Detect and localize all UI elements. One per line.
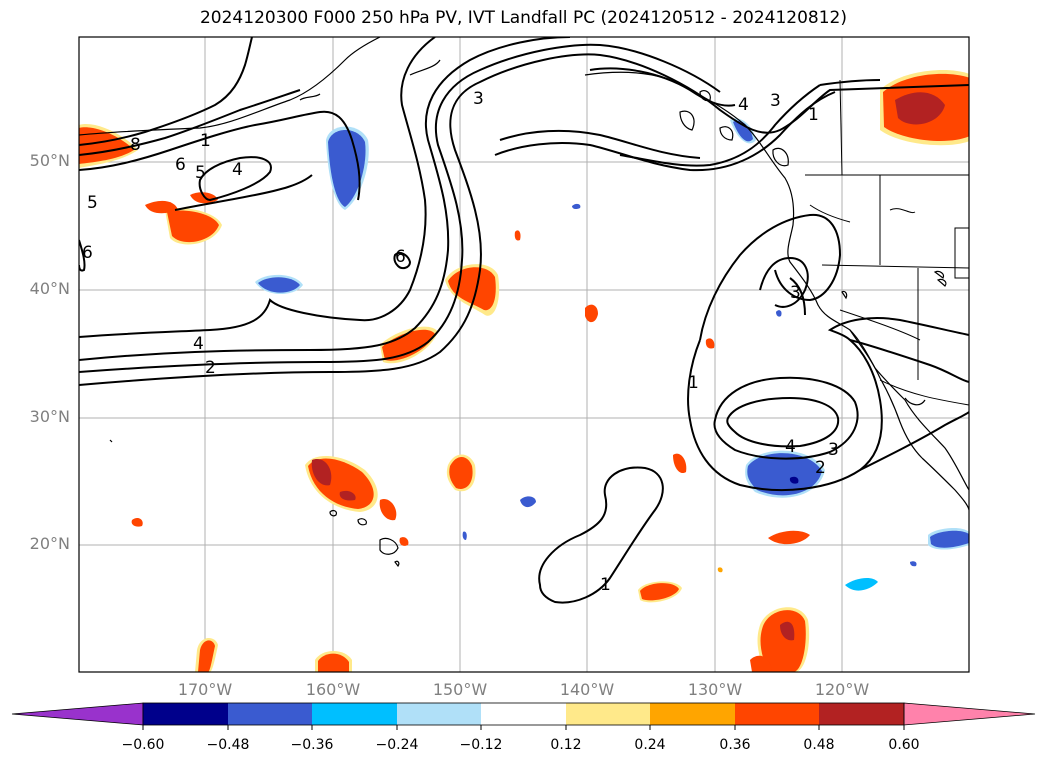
colorbar-bin-6 [566, 703, 650, 725]
contour-label-3-coast: 3 [790, 283, 801, 303]
contour-label-1-ne: 1 [808, 105, 819, 125]
colorbar-tick-label: −0.12 [459, 737, 503, 753]
colorbar-tick-label: −0.60 [121, 737, 165, 753]
grid-lines [79, 37, 969, 672]
contour-label-2-west: 2 [205, 358, 216, 378]
lon-label-160w: 160°W [305, 680, 361, 699]
pv-contours [79, 37, 969, 604]
map-area [79, 37, 969, 672]
lat-label-40n: 40°N [29, 279, 70, 298]
contour-label-3-ne: 3 [770, 91, 781, 111]
colorbar-tick-label: −0.48 [206, 737, 250, 753]
map-frame [78, 36, 970, 673]
contour-label-6-central: 6 [395, 247, 406, 267]
lon-label-150w: 150°W [432, 680, 488, 699]
contour-label-1-east: 1 [688, 373, 699, 393]
colorbar-tick-label: 0.24 [634, 737, 666, 753]
contour-label-5-w: 5 [87, 193, 98, 213]
contour-label-1-nw: 1 [200, 131, 211, 151]
colorbar-bin-9 [819, 703, 904, 725]
lon-label-140w: 140°W [559, 680, 615, 699]
colorbar-extend-high [903, 702, 1036, 726]
colorbar-tick-label: −0.24 [375, 737, 419, 753]
contour-label-3-north: 3 [473, 89, 484, 109]
colorbar-bin-1 [143, 703, 228, 725]
contour-labels: 8 1 6 5 4 5 6 6 4 2 3 4 3 1 3 1 4 3 2 1 [82, 89, 839, 595]
colorbar-bin-3 [312, 703, 397, 725]
lat-label-20n: 20°N [29, 534, 70, 553]
colorbar-extend-low [11, 702, 144, 726]
contour-label-4-nw: 4 [232, 160, 243, 180]
map-title: 2024120300 F000 250 hPa PV, IVT Landfall… [199, 8, 847, 28]
contour-label-4-west: 4 [193, 334, 204, 354]
colorbar-tick-label: 0.60 [888, 737, 920, 753]
contour-label-1-south: 1 [600, 575, 611, 595]
colorbar-bin-4 [397, 703, 481, 725]
negative-anomalies [255, 118, 969, 591]
colorbar [11, 702, 1036, 730]
colorbar-tick-label: 0.12 [550, 737, 582, 753]
contour-label-8: 8 [130, 135, 141, 155]
contour-label-6-nw: 6 [175, 155, 186, 175]
contour-label-5-nw: 5 [195, 163, 206, 183]
colorbar-bin-8 [735, 703, 819, 725]
contour-label-4-se: 4 [785, 437, 796, 457]
lon-label-170w: 170°W [177, 680, 233, 699]
lat-label-30n: 30°N [29, 407, 70, 426]
positive-anomalies [79, 70, 969, 672]
colorbar-bin-7 [650, 703, 735, 725]
colorbar-tick-label: 0.48 [803, 737, 835, 753]
lon-label-120w: 120°W [814, 680, 870, 699]
lon-label-130w: 130°W [687, 680, 743, 699]
colorbar-tick-label: 0.36 [719, 737, 751, 753]
coastlines [79, 37, 969, 568]
colorbar-bin-2 [228, 703, 312, 725]
contour-label-4-ne: 4 [738, 95, 749, 115]
contour-label-3-se: 3 [828, 440, 839, 460]
colorbar-bin-5 [481, 703, 566, 725]
contour-label-6-w: 6 [82, 243, 93, 263]
lat-label-50n: 50°N [29, 151, 70, 170]
colorbar-tick-label: −0.36 [290, 737, 334, 753]
contour-label-2-se: 2 [815, 458, 826, 478]
